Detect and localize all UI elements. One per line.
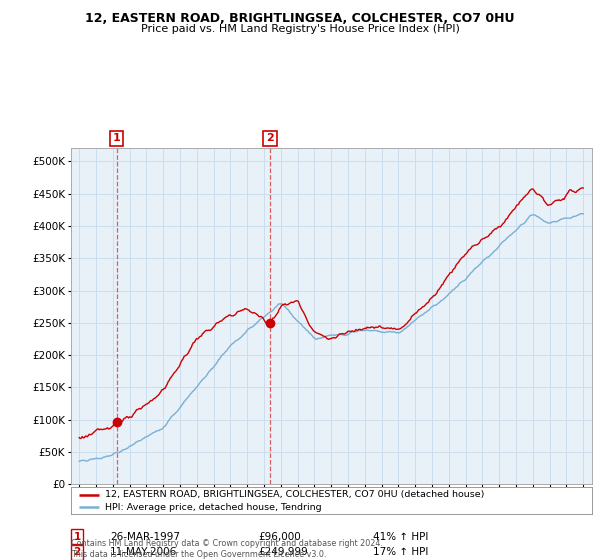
Text: 12, EASTERN ROAD, BRIGHTLINGSEA, COLCHESTER, CO7 0HU: 12, EASTERN ROAD, BRIGHTLINGSEA, COLCHES… [85, 12, 515, 25]
Text: Price paid vs. HM Land Registry's House Price Index (HPI): Price paid vs. HM Land Registry's House … [140, 24, 460, 34]
Text: £96,000: £96,000 [258, 531, 301, 542]
Text: 41% ↑ HPI: 41% ↑ HPI [373, 531, 428, 542]
Text: 2: 2 [266, 133, 274, 143]
Text: 1: 1 [113, 133, 121, 143]
Text: 2: 2 [73, 547, 80, 557]
Text: Contains HM Land Registry data © Crown copyright and database right 2024.
This d: Contains HM Land Registry data © Crown c… [71, 539, 383, 559]
Text: HPI: Average price, detached house, Tendring: HPI: Average price, detached house, Tend… [104, 503, 321, 512]
Text: 26-MAR-1997: 26-MAR-1997 [110, 531, 180, 542]
Text: 11-MAY-2006: 11-MAY-2006 [110, 547, 177, 557]
Text: £249,999: £249,999 [258, 547, 308, 557]
Text: 12, EASTERN ROAD, BRIGHTLINGSEA, COLCHESTER, CO7 0HU (detached house): 12, EASTERN ROAD, BRIGHTLINGSEA, COLCHES… [104, 490, 484, 499]
Text: 17% ↑ HPI: 17% ↑ HPI [373, 547, 428, 557]
Text: 1: 1 [73, 531, 80, 542]
